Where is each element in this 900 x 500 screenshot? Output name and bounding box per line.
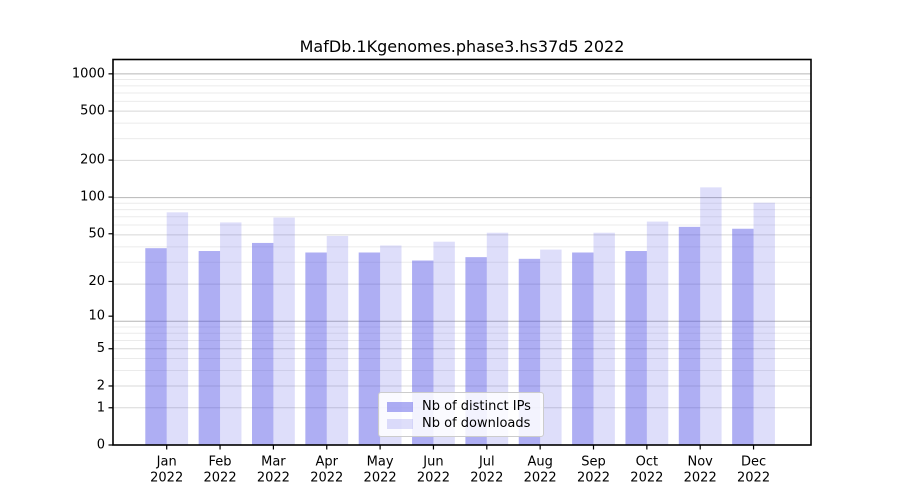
legend-item-distinct-ips: Nb of distinct IPs bbox=[387, 398, 535, 415]
bar-downloads-jul bbox=[486, 232, 509, 445]
x-tick-label-year: 2022 bbox=[470, 471, 503, 486]
x-tick-label-month: May bbox=[367, 455, 394, 470]
x-tick-label-month: Apr bbox=[316, 455, 339, 470]
bar-downloads-oct bbox=[646, 221, 669, 445]
axes-frame bbox=[112, 58, 812, 446]
bar-downloads-nov bbox=[700, 187, 722, 446]
bar-distinct-ips-sep bbox=[572, 252, 594, 445]
y-tick-label: 50 bbox=[88, 226, 105, 241]
x-tick-label-year: 2022 bbox=[524, 471, 557, 486]
x-tick-label-month: Nov bbox=[688, 455, 714, 470]
legend-label: Nb of downloads bbox=[422, 416, 531, 431]
x-tick-label-year: 2022 bbox=[204, 471, 237, 486]
x-tick-label-year: 2022 bbox=[737, 471, 770, 486]
bar-distinct-ips-feb bbox=[198, 251, 221, 445]
y-tick-label: 10 bbox=[88, 309, 105, 324]
y-tick-label: 2 bbox=[97, 378, 105, 393]
x-tick-label-month: Dec bbox=[741, 455, 766, 470]
x-tick-label-year: 2022 bbox=[417, 471, 450, 486]
x-tick-label-month: Jul bbox=[478, 455, 495, 470]
x-tick-label-month: Oct bbox=[636, 455, 658, 470]
bar-downloads-jan bbox=[166, 212, 189, 445]
bar-downloads-sep bbox=[593, 232, 615, 445]
x-tick-label-month: Jan bbox=[156, 455, 177, 470]
x-tick-label-month: Mar bbox=[261, 455, 286, 470]
x-tick-label-month: Sep bbox=[581, 455, 606, 470]
y-tick-label: 500 bbox=[80, 104, 105, 119]
y-tick-label: 5 bbox=[97, 341, 105, 356]
bar-distinct-ips-dec bbox=[732, 228, 754, 445]
bar-downloads-mar bbox=[273, 217, 295, 445]
legend-label: Nb of distinct IPs bbox=[422, 399, 531, 414]
x-tick-label-month: Aug bbox=[527, 455, 552, 470]
legend-swatch-downloads bbox=[387, 418, 413, 429]
x-tick-label-year: 2022 bbox=[257, 471, 290, 486]
legend-swatch-distinct-ips bbox=[387, 401, 413, 412]
bar-downloads-apr bbox=[326, 235, 349, 445]
x-tick-label-month: Jun bbox=[422, 455, 443, 470]
y-tick-label: 0 bbox=[97, 438, 105, 453]
chart-legend: Nb of distinct IPs Nb of downloads bbox=[378, 392, 544, 437]
bar-distinct-ips-may bbox=[358, 252, 381, 445]
x-tick-label-year: 2022 bbox=[364, 471, 397, 486]
chart-title: MafDb.1Kgenomes.phase3.hs37d5 2022 bbox=[299, 37, 625, 56]
bar-distinct-ips-oct bbox=[625, 251, 647, 445]
y-tick-label: 100 bbox=[80, 190, 105, 205]
bar-distinct-ips-apr bbox=[305, 252, 327, 445]
bar-distinct-ips-nov bbox=[678, 226, 701, 445]
x-tick-label-year: 2022 bbox=[150, 471, 183, 486]
legend-item-downloads: Nb of downloads bbox=[387, 415, 535, 432]
x-tick-label-month: Feb bbox=[209, 455, 232, 470]
y-tick-label: 20 bbox=[88, 274, 105, 289]
x-tick-label-year: 2022 bbox=[684, 471, 717, 486]
bar-distinct-ips-mar bbox=[252, 242, 274, 445]
bar-downloads-feb bbox=[220, 222, 242, 445]
y-tick-label: 200 bbox=[80, 153, 105, 168]
y-tick-label: 1000 bbox=[72, 66, 105, 81]
bar-distinct-ips-jan bbox=[145, 248, 167, 445]
bar-downloads-aug bbox=[540, 249, 562, 445]
x-tick-label-year: 2022 bbox=[630, 471, 663, 486]
x-tick-label-year: 2022 bbox=[310, 471, 343, 486]
x-tick-label-year: 2022 bbox=[577, 471, 610, 486]
y-tick-label: 1 bbox=[97, 400, 105, 415]
bar-downloads-dec bbox=[753, 202, 775, 445]
